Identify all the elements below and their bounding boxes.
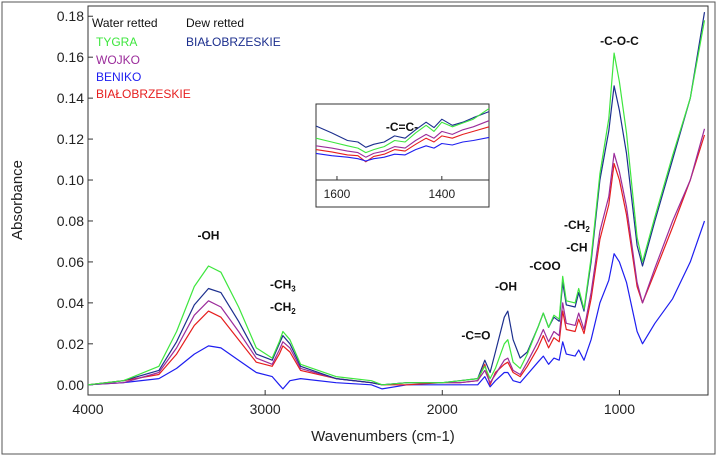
series-line-beniko-water-retted [87,220,706,390]
series-line-tygra-water-retted [87,20,706,386]
peak-annotation: -OH [495,280,517,294]
peak-annotation: -COO [529,259,560,273]
legend-heading-water-retted: Water retted [92,16,158,30]
inset-series-layer [315,108,490,163]
peak-annotation: -C=O [461,329,490,343]
inset-x-tick-label: 1400 [428,187,455,201]
peak-annotation: -CH2 [270,300,296,316]
y-tick-label: 0.06 [57,254,84,270]
x-tick-label: 3000 [250,401,281,417]
peak-annotation: -OH [197,228,219,242]
legend-heading-dew-retted: Dew retted [186,16,244,30]
inset-chart: -C=C- 1600 1400 [315,103,490,208]
y-tick-label: 0.12 [57,131,84,147]
y-tick-label: 0.04 [57,295,84,311]
y-axis: 0.00 0.02 0.04 0.06 0.08 0.10 0.12 0.14 0.16 0.18 [57,8,93,393]
inset-series-line-tygra [315,108,490,154]
legend-entry-beniko: BENIKO [96,70,141,84]
legend: Water retted TYGRA WOJKO BENIKO BIAŁOBRZ… [92,16,281,101]
inset-series-line-beniko [315,136,490,162]
legend-entry-wojko: WOJKO [96,53,140,67]
series-line-bia-obrzeskie-dew-retted [87,12,706,386]
y-tick-label: 0.16 [57,49,84,65]
inset-x-axis: 1600 1400 [316,176,489,201]
x-tick-label: 1000 [604,401,635,417]
x-axis: 4000 3000 2000 1000 [72,390,635,417]
peak-annotation: -C-O-C [600,34,639,48]
peak-annotations: -OH -CH3 -CH2 -C=O -OH -COO -CH2 -CH -C-O-C [197,34,639,343]
y-tick-label: 0.08 [57,213,84,229]
series-layer [87,12,706,390]
inset-series-line-bia-obrzeskie-water-retted [315,126,490,163]
legend-entry-tygra: TYGRA [96,35,137,49]
y-tick-label: 0.18 [57,8,84,24]
inset-series-line-bia-obrzeskie-dew-retted [315,111,490,148]
x-axis-title: Wavenumbers (cm-1) [311,428,455,445]
legend-entry-bialobrzeskie-water: BIAŁOBRZESKIE [96,87,191,101]
series-line-bia-obrzeskie-water-retted [87,134,706,386]
y-tick-label: 0.02 [57,336,84,352]
y-tick-label: 0.10 [57,172,84,188]
series-line-wojko-water-retted [87,128,706,386]
inset-label: -C=C- [386,120,418,134]
inset-frame [315,103,490,208]
x-tick-label: 4000 [72,401,103,417]
peak-annotation: -CH3 [270,278,296,294]
peak-annotation: -CH2 [564,218,590,234]
y-axis-title: Absorbance [9,160,26,240]
x-tick-label: 2000 [427,401,458,417]
y-tick-label: 0.00 [57,377,84,393]
y-tick-label: 0.14 [57,90,84,106]
inset-series-line-wojko [315,120,490,158]
peak-annotation: -CH [566,241,587,255]
inset-x-tick-label: 1600 [324,187,351,201]
legend-entry-bialobrzeskie-dew: BIAŁOBRZESKIE [186,35,281,49]
